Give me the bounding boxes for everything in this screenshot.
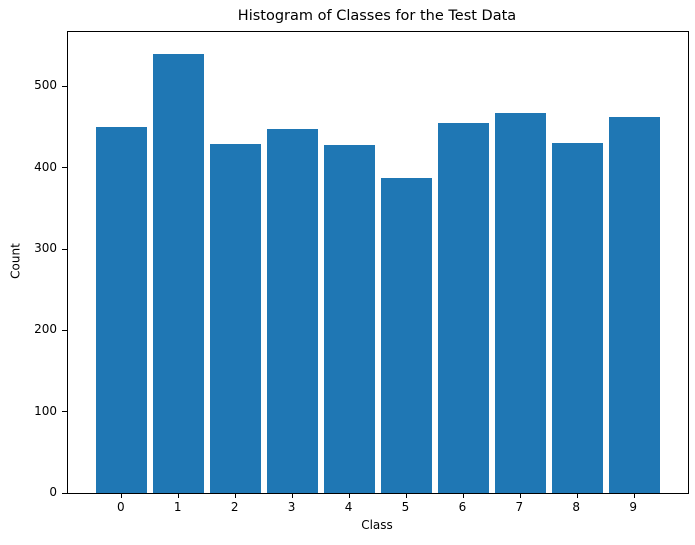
x-tick-label: 6 — [458, 500, 467, 514]
x-tick-label: 4 — [344, 500, 353, 514]
y-tick-mark — [62, 248, 67, 250]
x-tick-label: 0 — [116, 500, 125, 514]
bar-class-9 — [608, 116, 660, 493]
y-tick-label: 100 — [34, 403, 57, 418]
x-tick-label: 5 — [401, 500, 410, 514]
x-tick-mark — [235, 493, 237, 498]
x-tick-mark — [462, 493, 464, 498]
x-tick-mark — [292, 493, 294, 498]
bar-class-8 — [551, 143, 603, 493]
bar-class-3 — [266, 128, 319, 493]
x-tick-label: 2 — [230, 500, 239, 514]
bar-class-2 — [210, 144, 262, 493]
y-tick-mark — [62, 85, 67, 87]
y-tick-label: 500 — [34, 78, 57, 93]
y-tick-mark — [62, 167, 67, 169]
x-tick-label: 3 — [287, 500, 296, 514]
x-tick-mark — [121, 493, 123, 498]
bar-class-6 — [437, 123, 489, 493]
x-tick-mark — [405, 493, 407, 498]
x-tick-mark — [519, 493, 521, 498]
bar-class-1 — [153, 53, 205, 493]
bar-class-0 — [96, 127, 148, 493]
bar-class-7 — [494, 112, 546, 493]
bar-class-5 — [380, 177, 433, 493]
x-tick-mark — [178, 493, 180, 498]
y-tick-label: 0 — [49, 485, 57, 499]
x-tick-label: 9 — [629, 500, 637, 514]
bar-class-4 — [323, 145, 376, 493]
x-tick-mark — [349, 493, 351, 498]
x-tick-label: 8 — [572, 500, 581, 514]
y-tick-mark — [62, 411, 67, 413]
x-tick-mark — [633, 493, 635, 498]
x-tick-label: 1 — [173, 500, 182, 514]
x-tick-mark — [576, 493, 578, 498]
y-tick-mark — [62, 329, 67, 331]
plot-area — [62, 31, 689, 498]
y-tick-label: 300 — [34, 241, 57, 256]
y-tick-mark — [62, 492, 67, 494]
y-tick-label: 400 — [34, 159, 57, 174]
x-axis-label: Class — [361, 518, 393, 532]
y-tick-label: 200 — [34, 322, 57, 337]
x-tick-label: 7 — [515, 500, 524, 514]
chart-title: Histogram of Classes for the Test Data — [237, 8, 517, 24]
